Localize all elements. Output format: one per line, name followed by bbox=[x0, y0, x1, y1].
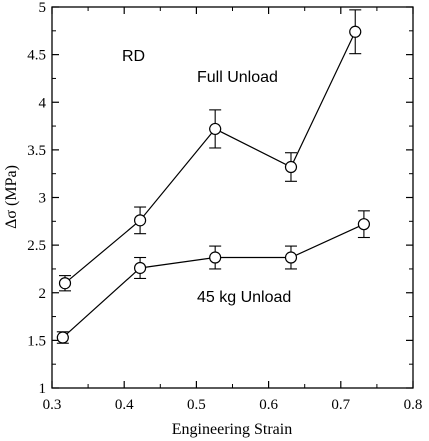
series-2-point bbox=[56, 331, 69, 344]
annotation-45kg-unload: 45 kg Unload bbox=[197, 289, 291, 306]
x-axis-title: Engineering Strain bbox=[172, 421, 292, 438]
x-tick-labels: 0.3 0.4 0.5 0.6 0.7 0.8 bbox=[43, 397, 423, 413]
series-1-point bbox=[133, 214, 147, 227]
y-tick-label: 2.5 bbox=[27, 238, 46, 254]
series-1-point bbox=[349, 25, 362, 38]
x-tick-label: 0.8 bbox=[404, 397, 423, 413]
x-tick-label: 0.6 bbox=[259, 397, 278, 413]
series-2-line bbox=[62, 223, 365, 338]
y-tick-label: 3.5 bbox=[27, 143, 46, 159]
series-1 bbox=[58, 9, 362, 292]
x-tick-label: 0.5 bbox=[187, 397, 206, 413]
annotation-rd: RD bbox=[122, 48, 145, 65]
y-tick-label: 4 bbox=[39, 95, 47, 111]
y-tick-label: 3 bbox=[39, 191, 47, 207]
y-axis-title: Δσ (MPa) bbox=[3, 165, 20, 229]
series-2-point bbox=[357, 218, 371, 231]
axis-ticks bbox=[51, 6, 414, 389]
series-layer bbox=[56, 9, 371, 344]
y-tick-label: 4.5 bbox=[27, 48, 46, 64]
y-tick-label: 2 bbox=[39, 286, 47, 302]
x-tick-label: 0.7 bbox=[331, 397, 350, 413]
x-tick-label: 0.4 bbox=[115, 397, 134, 413]
series-1-point bbox=[58, 277, 72, 290]
series-2-point bbox=[284, 251, 298, 264]
series-1-point bbox=[209, 122, 222, 136]
series-2 bbox=[56, 210, 371, 344]
y-tick-label: 1 bbox=[39, 381, 47, 397]
y-tick-label: 1.5 bbox=[27, 333, 46, 349]
annotation-full-unload: Full Unload bbox=[197, 69, 278, 86]
series-1-point bbox=[284, 160, 298, 174]
y-tick-label: 5 bbox=[39, 0, 47, 16]
y-tick-labels: 1 1.5 2 2.5 3 3.5 4 4.5 5 bbox=[27, 0, 46, 397]
series-2-point bbox=[209, 251, 222, 264]
series-2-point bbox=[133, 261, 147, 275]
x-tick-label: 0.3 bbox=[43, 397, 62, 413]
plot-frame bbox=[51, 6, 414, 389]
